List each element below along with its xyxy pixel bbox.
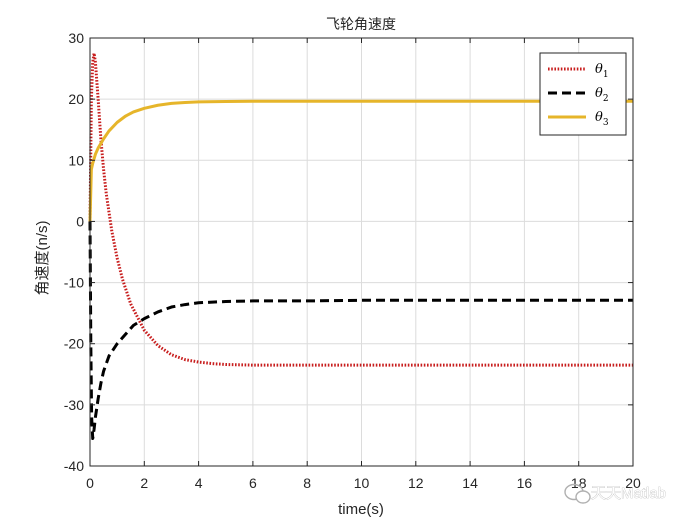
y-tick-label: -20 bbox=[64, 336, 84, 352]
y-axis-ticks: -40 -30 -20 -10 0 10 20 30 bbox=[64, 30, 633, 474]
x-tick-label: 10 bbox=[354, 475, 370, 491]
x-tick-label: 6 bbox=[249, 475, 257, 491]
series-layer bbox=[88, 51, 633, 440]
x-axis-label: time(s) bbox=[338, 501, 384, 518]
y-tick-label: -30 bbox=[64, 397, 84, 413]
y-tick-label: 10 bbox=[68, 152, 84, 168]
x-tick-label: 8 bbox=[303, 475, 311, 491]
y-tick-label: -10 bbox=[64, 275, 84, 291]
x-tick-label: 0 bbox=[86, 475, 94, 491]
x-tick-label: 12 bbox=[408, 475, 424, 491]
x-tick-label: 16 bbox=[517, 475, 533, 491]
chart-title: 飞轮角速度 bbox=[326, 16, 396, 32]
watermark-text: 天天Matlab bbox=[591, 485, 666, 502]
x-tick-label: 2 bbox=[140, 475, 148, 491]
x-tick-label: 4 bbox=[195, 475, 203, 491]
watermark: 天天Matlab bbox=[564, 483, 666, 504]
x-axis-ticks: 0 2 4 6 8 10 12 14 16 18 20 bbox=[86, 38, 641, 491]
y-tick-label: 20 bbox=[68, 91, 84, 107]
series-line-theta-1 bbox=[88, 51, 633, 367]
x-tick-label: 14 bbox=[462, 475, 478, 491]
series-line-theta-2 bbox=[88, 221, 633, 440]
x-tick-label: 20 bbox=[625, 475, 641, 491]
y-tick-label: 30 bbox=[68, 30, 84, 46]
y-tick-label: 0 bbox=[76, 213, 84, 229]
legend-label: θ2 bbox=[595, 86, 609, 104]
legend: θ1 θ2 θ3 bbox=[539, 52, 627, 136]
x-tick-label: 18 bbox=[571, 475, 587, 491]
series-line-theta-3 bbox=[88, 99, 633, 222]
legend-label: θ1 bbox=[595, 62, 609, 80]
wechat-icon bbox=[564, 483, 591, 504]
y-tick-label: -40 bbox=[64, 458, 84, 474]
legend-label: θ3 bbox=[595, 110, 609, 128]
y-axis-label: 角速度(n/s) bbox=[34, 220, 51, 295]
